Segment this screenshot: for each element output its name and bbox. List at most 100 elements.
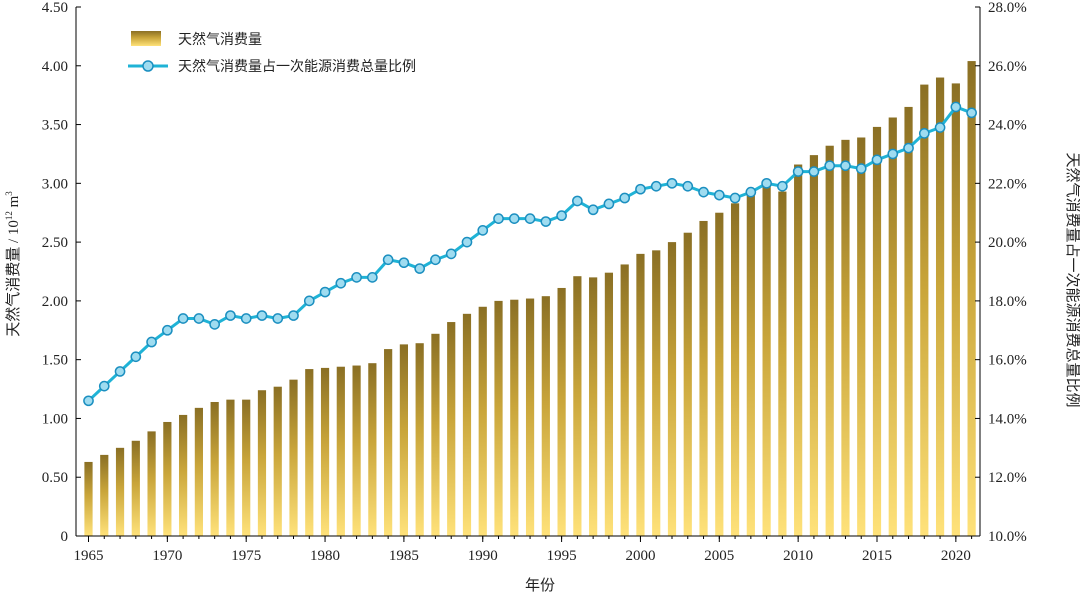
line-point: [414, 263, 426, 274]
line-point: [682, 180, 694, 192]
bar: [273, 386, 282, 536]
bar: [730, 203, 740, 536]
bar: [447, 322, 456, 536]
bar: [368, 363, 377, 536]
line-point: [635, 183, 646, 195]
bar: [667, 242, 677, 537]
bar: [699, 220, 708, 536]
bar: [163, 421, 172, 536]
left-tick-label: 2.00: [42, 294, 68, 310]
line-point: [225, 310, 236, 321]
bar-series: [84, 61, 976, 537]
line-point: [177, 313, 189, 324]
line-point: [918, 128, 930, 139]
line-point: [808, 166, 820, 177]
line-point: [650, 180, 662, 192]
x-tick-label: 1980: [310, 548, 340, 564]
right-tick-label: 24.0%: [988, 118, 1027, 134]
bar: [888, 117, 897, 536]
line-point: [335, 277, 347, 289]
bar: [525, 298, 535, 536]
line-point: [272, 313, 284, 324]
left-axis-title-main: 天然气消费量 / 10: [5, 220, 22, 337]
left-tick-label: 1.50: [42, 353, 68, 369]
right-tick-label: 14.0%: [988, 411, 1027, 427]
line-point: [903, 142, 914, 154]
bar: [115, 447, 125, 536]
line-point: [587, 204, 599, 216]
right-tick-label: 12.0%: [988, 470, 1027, 486]
bar: [210, 401, 219, 536]
bar: [935, 77, 945, 536]
bar: [289, 379, 298, 536]
left-tick-label: 0.50: [42, 470, 68, 486]
x-tick-label: 1990: [468, 548, 498, 564]
line-point: [493, 213, 504, 224]
line-point: [855, 163, 867, 174]
bar: [557, 287, 566, 536]
bar: [746, 191, 755, 536]
bar: [951, 83, 960, 536]
bar: [967, 61, 976, 536]
bar: [194, 407, 203, 536]
x-axis-title: 年份: [525, 577, 555, 594]
bar: [352, 365, 361, 536]
right-tick-label: 26.0%: [988, 59, 1027, 75]
line-point: [666, 177, 678, 189]
bar: [778, 191, 787, 536]
line-point: [761, 177, 772, 189]
left-tick-label: 4.00: [42, 59, 68, 75]
bar: [478, 306, 487, 536]
bar: [305, 369, 314, 536]
left-axis-title-unit-sup: 3: [4, 191, 14, 196]
left-axis-title-unit: m: [6, 195, 22, 211]
bar: [510, 299, 519, 536]
x-tick-label: 1965: [74, 548, 104, 564]
x-tick-label: 1975: [231, 548, 261, 564]
bar: [226, 399, 235, 536]
legend-line-marker: [142, 60, 154, 72]
bar: [131, 440, 140, 536]
right-tick-label: 20.0%: [988, 235, 1027, 251]
right-tick-label: 10.0%: [988, 529, 1027, 545]
line-point: [619, 192, 631, 204]
line-point: [130, 351, 142, 363]
line-point: [288, 310, 299, 321]
left-tick-label: 2.50: [42, 235, 68, 251]
right-axis-title: 天然气消费量占一次能源消费总量比例: [1064, 152, 1080, 407]
bar: [589, 277, 598, 536]
bar: [257, 390, 267, 536]
left-tick-label: 3.50: [42, 118, 68, 134]
bar: [431, 333, 440, 536]
line-point: [445, 248, 457, 260]
bar: [620, 264, 629, 536]
x-tick-label: 1985: [389, 548, 419, 564]
line-point: [209, 319, 221, 330]
line-point: [83, 395, 94, 407]
bar: [399, 344, 408, 536]
bar: [462, 313, 472, 536]
line-point: [934, 122, 946, 133]
bar: [857, 137, 866, 537]
x-tick-label: 1970: [152, 548, 182, 564]
legend-bar-label: 天然气消费量: [178, 31, 262, 48]
line-point: [572, 195, 583, 207]
line-point: [745, 186, 757, 198]
line-point: [713, 189, 725, 201]
line-point: [524, 213, 536, 224]
line-point: [430, 254, 441, 266]
left-axis-title-sup: 12: [4, 211, 14, 220]
bar: [762, 180, 771, 537]
left-axis-title: 天然气消费量 / 1012 m3: [4, 191, 22, 337]
line-point: [319, 286, 331, 298]
bar: [904, 106, 913, 537]
line-point: [398, 257, 410, 269]
line-point: [792, 166, 804, 177]
line-point: [698, 186, 709, 198]
line-series: [83, 101, 977, 407]
bar: [841, 139, 850, 536]
bar: [715, 212, 724, 536]
x-tick-label: 2015: [862, 548, 892, 564]
